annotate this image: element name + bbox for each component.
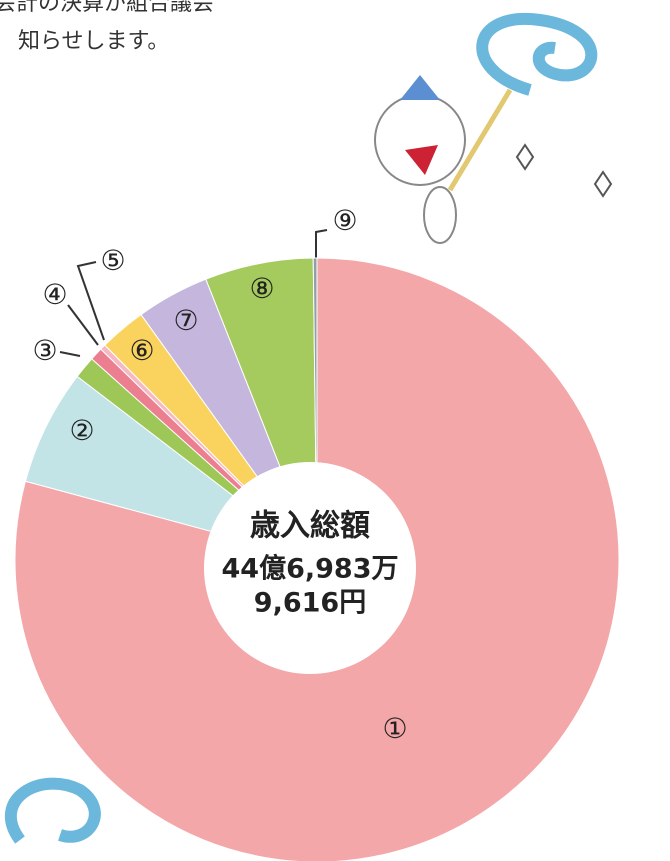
center-text: 44億6,983万: [222, 554, 399, 585]
slice-label: ④: [42, 278, 67, 311]
center-text: 歳入総額: [250, 509, 370, 544]
intro-text: 知らせします。: [18, 29, 169, 54]
slice-label: ⑦: [173, 304, 198, 337]
page: 会計の決算が組合議会 知らせします。 ① ② ③ ④⑤ ⑥⑦ ⑧ ⑨ 歳入総額 44億6,983…: [0, 0, 670, 861]
slice-label: ⑤: [100, 244, 125, 277]
center-text: 9,616円: [254, 588, 366, 619]
slice-label: ⑧: [249, 272, 274, 305]
slice-label: ②: [69, 414, 94, 447]
slice-label: ⑥: [129, 334, 154, 367]
character: [375, 75, 611, 243]
slice-label: ①: [382, 712, 407, 745]
slice-label: ⑨: [332, 204, 357, 237]
intro-text: 会計の決算が組合議会: [0, 0, 214, 16]
chart: 会計の決算が組合議会 知らせします。 ① ② ③ ④⑤ ⑥⑦ ⑧ ⑨ 歳入総額 44億6,983…: [0, 0, 670, 861]
slice-label: ③: [32, 334, 57, 367]
